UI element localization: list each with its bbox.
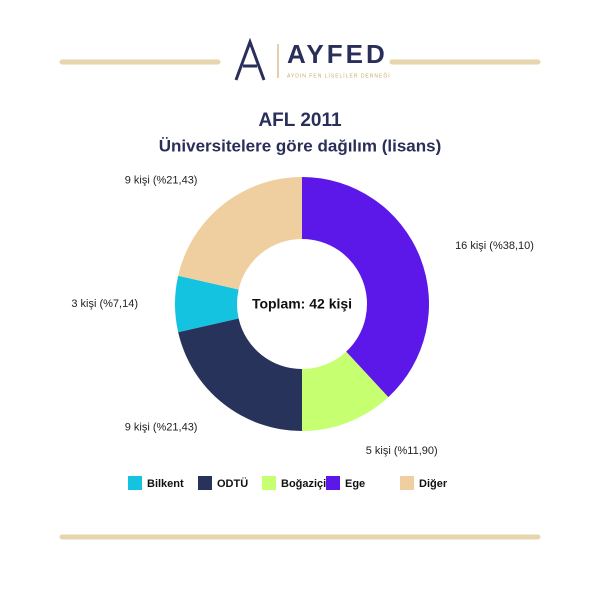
logo-mark	[234, 37, 266, 81]
chart-title: AFL 2011	[258, 110, 342, 131]
donut-slice	[178, 318, 302, 431]
data-label: 9 kişi (%21,43)	[125, 174, 198, 186]
legend-label: Diğer	[419, 478, 448, 490]
logo-tagline: AYDIN FEN LİSELİLER DERNEĞİ	[287, 72, 391, 79]
data-label: 9 kişi (%21,43)	[125, 421, 198, 433]
legend-label: Boğaziçi	[281, 478, 326, 490]
data-label: 3 kişi (%7,14)	[71, 298, 138, 310]
legend-swatch	[128, 476, 142, 490]
legend-swatch	[400, 476, 414, 490]
chart-subtitle: Üniversitelere göre dağılım (lisans)	[159, 136, 441, 155]
donut-slice	[302, 351, 389, 431]
legend-label: ODTÜ	[217, 477, 248, 490]
center-label: Toplam: 42 kişi	[252, 296, 352, 312]
donut-slice	[178, 177, 302, 290]
data-label: 16 kişi (%38,10)	[455, 240, 534, 252]
data-label: 5 kişi (%11,90)	[366, 445, 438, 457]
legend-label: Ege	[345, 478, 365, 490]
legend-swatch	[262, 476, 276, 490]
legend-swatch	[198, 476, 212, 490]
donut-slice	[302, 177, 429, 398]
donut-slice	[174, 275, 239, 333]
legend-swatch	[326, 476, 340, 490]
legend-label: Bilkent	[147, 478, 184, 490]
logo-text: AYFED	[287, 39, 388, 69]
